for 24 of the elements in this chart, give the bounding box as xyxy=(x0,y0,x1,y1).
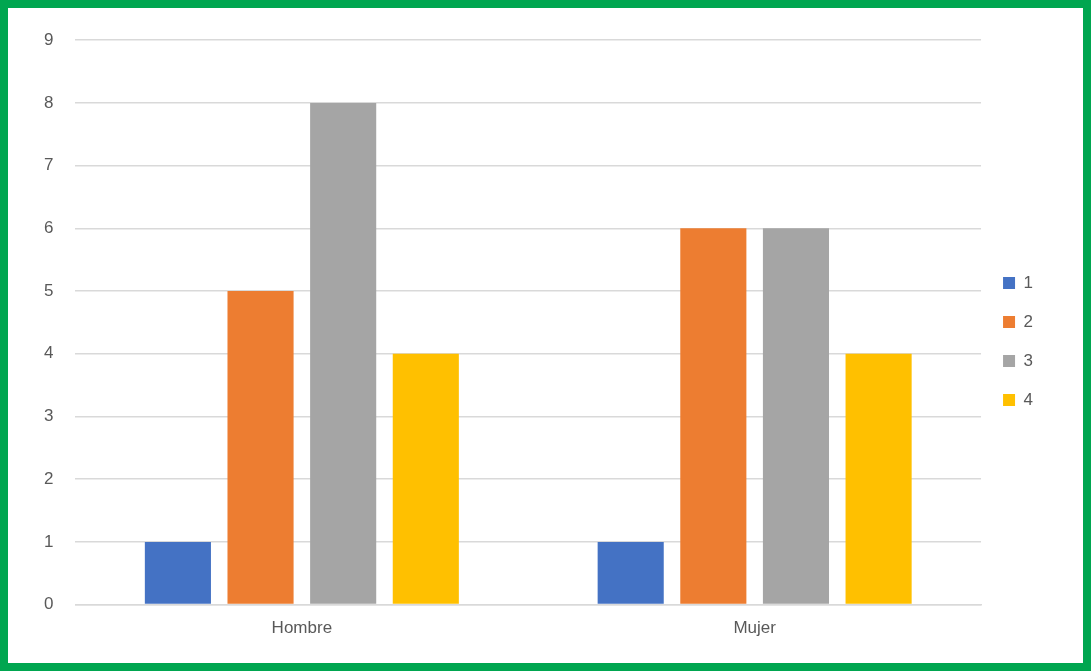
bar xyxy=(680,228,747,604)
bar xyxy=(310,102,377,604)
legend-label: 2 xyxy=(1023,311,1034,331)
bar xyxy=(845,353,912,604)
bar xyxy=(597,541,664,604)
y-tick-label: 9 xyxy=(43,29,54,49)
legend-label: 1 xyxy=(1023,272,1034,292)
y-tick-label: 4 xyxy=(43,343,54,363)
bar xyxy=(762,228,830,604)
y-tick-label: 6 xyxy=(43,218,54,238)
bar xyxy=(227,291,294,604)
y-tick-label: 1 xyxy=(43,531,54,551)
legend-label: 3 xyxy=(1023,350,1034,370)
y-tick-label: 2 xyxy=(43,468,54,488)
y-tick-label: 7 xyxy=(43,155,54,175)
x-tick-label: Mujer xyxy=(733,618,777,638)
y-tick-label: 5 xyxy=(43,280,54,300)
y-tick-label: 0 xyxy=(43,594,54,614)
bar xyxy=(392,353,459,604)
legend-label: 4 xyxy=(1023,389,1034,409)
bar xyxy=(144,541,211,604)
x-tick-label: Hombre xyxy=(271,618,333,638)
y-tick-label: 8 xyxy=(43,92,54,112)
y-tick-label: 3 xyxy=(43,406,54,426)
